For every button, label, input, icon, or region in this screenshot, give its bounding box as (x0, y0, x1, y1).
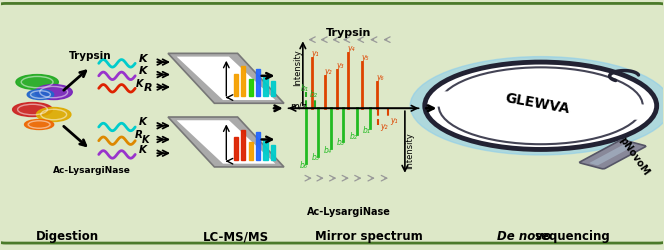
Text: K: K (139, 117, 147, 127)
Ellipse shape (16, 75, 58, 90)
Text: Mirror spectrum: Mirror spectrum (315, 229, 422, 242)
Text: Intensity: Intensity (293, 50, 302, 86)
Text: pNovoM: pNovoM (618, 135, 651, 177)
Ellipse shape (35, 85, 72, 100)
Bar (241, 67, 246, 97)
Text: Ac-LysargiNase: Ac-LysargiNase (53, 165, 131, 174)
Text: R: R (144, 83, 153, 93)
Text: y₆: y₆ (376, 73, 383, 82)
Text: y₂: y₂ (324, 66, 332, 76)
Polygon shape (177, 58, 276, 101)
Text: b₂: b₂ (310, 90, 318, 98)
Text: b₁: b₁ (363, 126, 371, 134)
Bar (271, 82, 275, 97)
FancyBboxPatch shape (0, 4, 664, 243)
Bar (248, 80, 253, 97)
Text: K: K (139, 54, 147, 64)
Polygon shape (168, 54, 284, 104)
Text: De novo: De novo (497, 229, 551, 242)
Text: y₄: y₄ (347, 44, 355, 53)
Text: b₅: b₅ (311, 153, 319, 162)
Bar (264, 140, 268, 160)
Ellipse shape (27, 90, 54, 100)
Bar (241, 130, 246, 160)
Text: b₄: b₄ (324, 146, 332, 154)
Text: m/z: m/z (290, 101, 307, 110)
Text: R: R (135, 130, 143, 140)
Polygon shape (168, 118, 284, 167)
Ellipse shape (25, 120, 54, 130)
FancyBboxPatch shape (590, 144, 635, 166)
Bar (234, 138, 238, 160)
Text: y₅: y₅ (361, 53, 369, 62)
Text: y₂: y₂ (380, 122, 388, 131)
Text: GLEWVA: GLEWVA (504, 91, 571, 116)
Text: sequencing: sequencing (535, 229, 610, 242)
Text: y₁: y₁ (390, 116, 398, 124)
Text: b₁: b₁ (301, 83, 309, 92)
Circle shape (425, 63, 657, 150)
Text: b₂: b₂ (350, 132, 358, 141)
Text: b₆: b₆ (299, 160, 307, 169)
Text: Ac-LysargiNase: Ac-LysargiNase (307, 206, 390, 216)
Bar (264, 77, 268, 97)
FancyBboxPatch shape (430, 92, 652, 121)
Ellipse shape (37, 108, 71, 122)
Text: Digestion: Digestion (35, 229, 98, 242)
Text: K: K (136, 78, 143, 88)
Bar (256, 133, 260, 160)
Circle shape (439, 68, 643, 145)
Text: K: K (142, 134, 149, 144)
Polygon shape (177, 121, 276, 164)
Text: y₃: y₃ (336, 60, 344, 69)
FancyBboxPatch shape (580, 140, 645, 169)
Bar (271, 146, 275, 160)
Text: Intensity: Intensity (405, 132, 414, 168)
Ellipse shape (13, 103, 52, 117)
Circle shape (410, 58, 664, 155)
Bar (256, 70, 260, 97)
Text: K: K (139, 66, 147, 76)
Text: Trypsin: Trypsin (69, 50, 112, 60)
Text: K: K (139, 144, 147, 154)
Text: y₁: y₁ (311, 49, 319, 58)
Text: b₃: b₃ (337, 138, 345, 147)
Bar (234, 74, 238, 97)
Text: LC-MS/MS: LC-MS/MS (203, 229, 269, 242)
Text: Trypsin: Trypsin (326, 28, 371, 38)
Bar (248, 143, 253, 160)
